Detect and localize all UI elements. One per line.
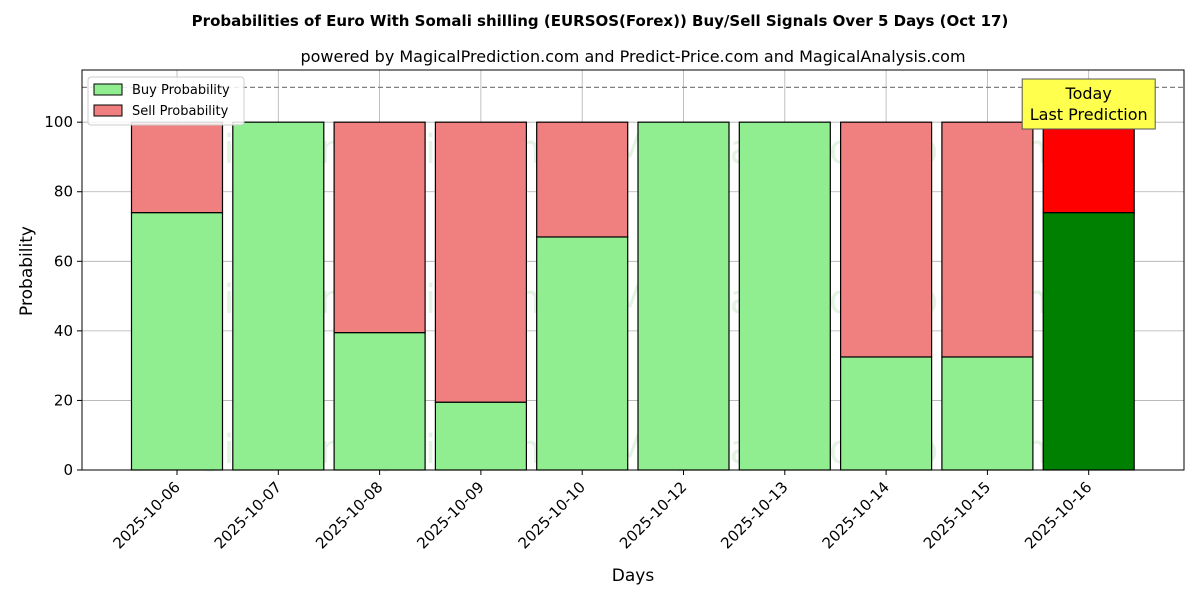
buy-bar <box>738 121 831 471</box>
buy-bar <box>941 356 1034 471</box>
buy-bar <box>637 121 730 471</box>
sell-bar <box>839 121 933 358</box>
legend-label: Buy Probability <box>132 83 230 98</box>
buy-bar <box>232 121 325 471</box>
sell-bar <box>536 121 629 238</box>
plot-area: MagicalAnalysis.comMagicalPrediction.com… <box>44 69 1185 552</box>
chart-subtitle: powered by MagicalPrediction.com and Pre… <box>300 47 965 66</box>
y-tick-label: 80 <box>54 183 73 201</box>
sell-bar <box>941 121 1034 358</box>
buy-bar <box>536 236 629 471</box>
sell-bar <box>130 121 224 214</box>
legend-swatch <box>93 83 123 96</box>
y-tick-label: 60 <box>54 252 73 270</box>
sell-bar <box>434 121 527 403</box>
y-tick-label: 40 <box>54 322 73 340</box>
y-axis-label: Probability <box>17 226 37 316</box>
annotation-text: Last Prediction <box>1030 105 1148 124</box>
plot-frame <box>81 69 1185 471</box>
legend-swatch <box>93 104 123 117</box>
buy-bar <box>434 401 527 471</box>
legend-label: Sell Probability <box>132 104 229 119</box>
y-tick-label: 0 <box>63 461 73 479</box>
annotation-box <box>1021 78 1156 130</box>
sell-bar <box>333 121 426 334</box>
annotation-text: Today <box>1065 84 1112 103</box>
y-tick-label: 20 <box>54 391 73 409</box>
x-axis-label: Days <box>612 566 655 586</box>
buy-bar <box>839 356 933 471</box>
buy-bar <box>130 212 224 471</box>
legend <box>87 76 245 126</box>
buy-bar <box>1042 212 1135 471</box>
chart-title: Probabilities of Euro With Somali shilli… <box>192 12 1009 30</box>
buy-bar <box>333 332 426 471</box>
sell-bar <box>1042 121 1135 214</box>
y-tick-label: 100 <box>44 113 73 131</box>
